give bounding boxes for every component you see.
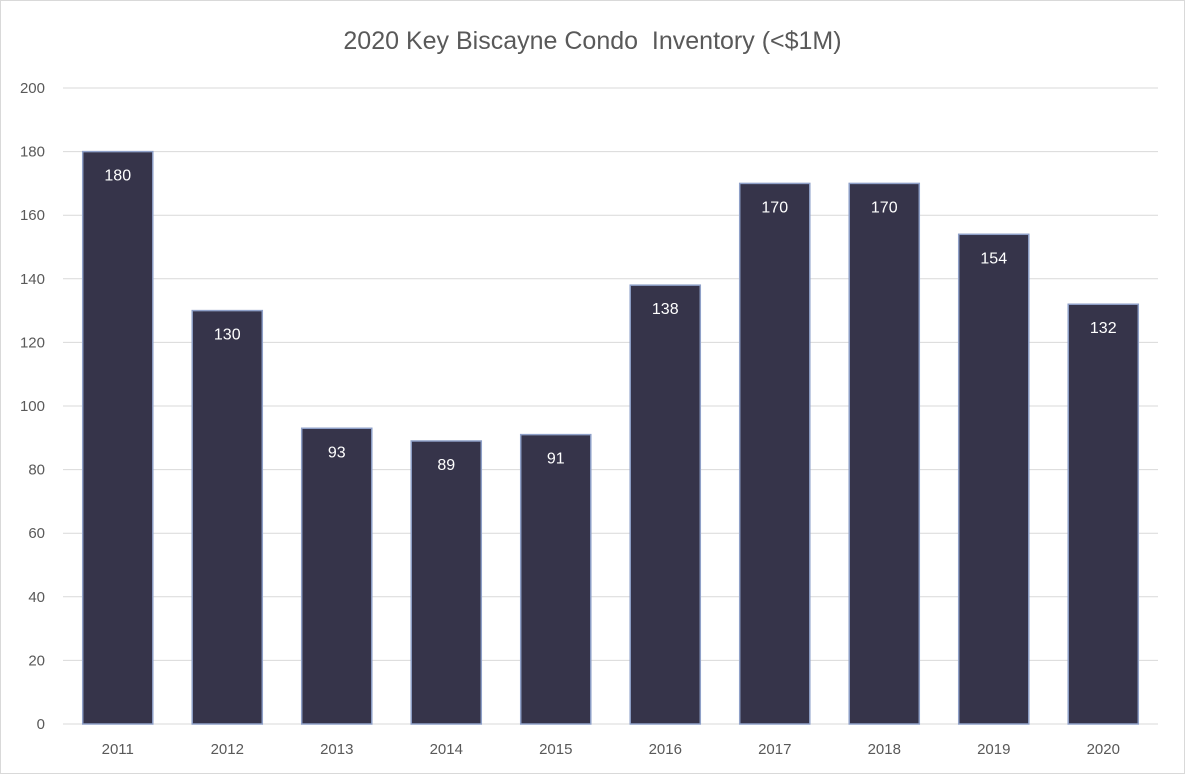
x-tick-label: 2014 [430,741,463,758]
x-tick-label: 2018 [868,741,901,758]
data-label-2016: 138 [652,301,679,318]
data-label-2019: 154 [980,250,1007,267]
x-tick-label: 2011 [102,741,134,758]
x-tick-label: 2016 [649,741,682,758]
x-tick-label: 2015 [539,741,572,758]
y-tick-label: 40 [28,589,45,606]
x-tick-label: 2013 [320,741,353,758]
bar-2020 [1067,303,1140,725]
y-tick-label: 20 [28,652,45,669]
data-label-2014: 89 [437,457,455,474]
y-tick-label: 100 [20,398,45,415]
data-label-2013: 93 [328,444,346,461]
y-tick-label: 60 [28,525,45,542]
x-tick-label: 2019 [977,741,1010,758]
y-tick-label: 160 [20,207,45,224]
bar-2018 [848,182,921,725]
bar-2017 [738,182,811,725]
y-tick-label: 0 [37,716,45,733]
data-label-2015: 91 [547,451,565,468]
bar-2012 [191,309,264,725]
y-tick-label: 80 [28,462,45,479]
data-label-2018: 170 [871,199,898,216]
y-tick-label: 200 [20,80,45,97]
bar-2015 [519,433,592,725]
x-tick-label: 2012 [211,741,244,758]
data-label-2017: 170 [761,199,788,216]
x-tick-label: 2020 [1087,741,1120,758]
y-tick-label: 180 [20,144,45,161]
y-tick-label: 120 [20,334,45,351]
data-label-2020: 132 [1090,320,1117,337]
bar-2019 [957,233,1030,725]
data-label-2011: 180 [104,168,131,185]
chart-title: 2020 Key Biscayne Condo Inventory (<$1M) [343,27,842,55]
bar-2014 [410,440,483,725]
data-label-2012: 130 [214,327,241,344]
bar-2013 [300,427,373,725]
y-tick-label: 140 [20,271,45,288]
bar-2016 [629,284,702,725]
bar-2011 [81,150,154,725]
x-tick-label: 2017 [758,741,791,758]
